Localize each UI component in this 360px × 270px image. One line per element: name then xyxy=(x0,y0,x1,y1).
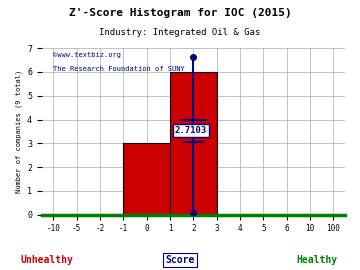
Bar xyxy=(170,72,217,215)
Text: Healthy: Healthy xyxy=(296,255,337,265)
Y-axis label: Number of companies (9 total): Number of companies (9 total) xyxy=(15,70,22,193)
Bar xyxy=(123,143,170,215)
Text: ©www.textbiz.org: ©www.textbiz.org xyxy=(53,52,121,58)
Text: The Research Foundation of SUNY: The Research Foundation of SUNY xyxy=(53,66,185,72)
Text: Z'-Score Histogram for IOC (2015): Z'-Score Histogram for IOC (2015) xyxy=(69,8,291,18)
Text: 2.7103: 2.7103 xyxy=(175,126,207,135)
Text: Unhealthy: Unhealthy xyxy=(21,255,73,265)
Text: Score: Score xyxy=(165,255,195,265)
Text: Industry: Integrated Oil & Gas: Industry: Integrated Oil & Gas xyxy=(99,28,261,37)
